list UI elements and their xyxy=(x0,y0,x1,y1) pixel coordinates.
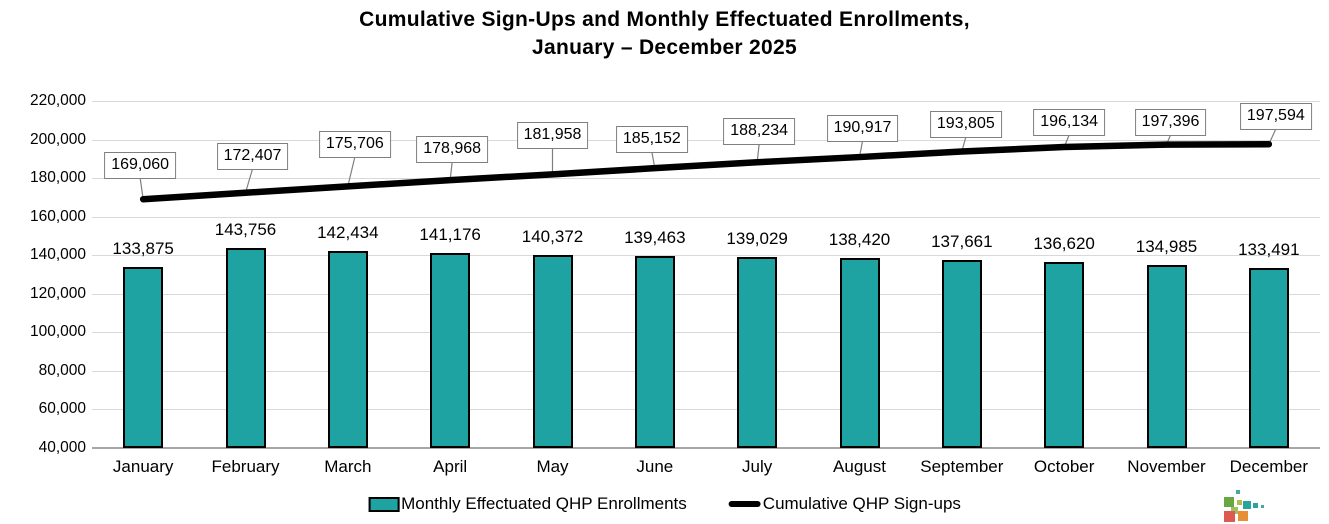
bar-november xyxy=(1146,264,1187,448)
x-axis-tick-label: May xyxy=(536,457,569,476)
line-value-callout: 188,234 xyxy=(723,118,796,145)
chart-title-line2: January – December 2025 xyxy=(532,36,797,60)
gridline xyxy=(92,293,1320,295)
line-value-callout: 175,706 xyxy=(318,131,391,158)
bar-august xyxy=(839,258,880,448)
logo-square xyxy=(1253,503,1258,508)
y-axis-tick-label: 40,000 xyxy=(38,439,86,456)
bar-february xyxy=(225,247,266,448)
bar-june xyxy=(634,256,675,448)
callout-leader-line xyxy=(756,143,760,163)
cumulative-signups-line xyxy=(139,140,1273,203)
logo-square xyxy=(1238,511,1248,521)
y-axis-tick-label: 100,000 xyxy=(29,323,86,341)
bar-may xyxy=(532,254,573,448)
chart-title-line1: Cumulative Sign-Ups and Monthly Effectua… xyxy=(359,8,970,31)
gridline xyxy=(92,101,1320,102)
bar-value-label: 137,661 xyxy=(931,231,993,251)
logo-square xyxy=(1237,500,1242,505)
x-axis-tick-label: January xyxy=(112,457,174,476)
x-axis-tick-label: August xyxy=(833,457,886,476)
line-value-callout: 197,594 xyxy=(1239,103,1312,130)
callout-leader-line xyxy=(244,168,254,193)
legend-item: Monthly Effectuated QHP Enrollments xyxy=(368,494,687,514)
bar-october xyxy=(1044,261,1085,448)
gridline xyxy=(92,178,1320,180)
bar-value-label: 142,434 xyxy=(317,222,379,242)
line-value-callout: 197,396 xyxy=(1134,109,1207,136)
x-axis-tick-label: June xyxy=(636,457,674,476)
chart-title: Cumulative Sign-Ups and Monthly Effectua… xyxy=(0,6,1329,63)
logo-square xyxy=(1243,501,1251,509)
logo-square xyxy=(1261,505,1264,508)
legend: Monthly Effectuated QHP Enrollments Cumul… xyxy=(368,494,961,514)
y-axis-tick-label: 160,000 xyxy=(29,207,86,225)
y-axis-tick-label: 140,000 xyxy=(29,246,86,264)
x-axis-tick-label: July xyxy=(742,457,773,476)
x-axis-tick-label: February xyxy=(211,457,280,476)
gridline xyxy=(92,255,1320,257)
legend-label: Cumulative QHP Sign-ups xyxy=(762,494,961,513)
bar-value-label: 140,372 xyxy=(521,226,584,246)
y-axis-tick-label: 60,000 xyxy=(38,400,86,418)
line-value-callout: 193,805 xyxy=(929,111,1002,138)
x-axis-tick-label: September xyxy=(920,457,1004,476)
logo-square xyxy=(1224,511,1235,522)
bar-september xyxy=(941,259,982,448)
line-value-callout: 196,134 xyxy=(1033,109,1106,136)
line-value-callout: 178,968 xyxy=(416,136,489,163)
callout-leader-line xyxy=(139,177,144,200)
y-axis-tick-label: 180,000 xyxy=(29,169,86,187)
callout-leader-line xyxy=(858,140,864,158)
line-value-callout: 190,917 xyxy=(826,115,899,142)
callout-leader-line xyxy=(651,151,656,169)
gridline xyxy=(92,139,1320,141)
bar-january xyxy=(123,267,164,448)
legend-label: Monthly Effectuated QHP Enrollments xyxy=(401,494,687,513)
y-axis-tick-label: 80,000 xyxy=(38,361,86,379)
callout-leader-line xyxy=(1268,128,1277,145)
bar-value-label: 136,620 xyxy=(1033,233,1095,253)
x-axis-tick-label: April xyxy=(433,457,468,476)
bar-value-label: 143,756 xyxy=(214,219,277,239)
logo-square xyxy=(1224,497,1234,507)
bar-april xyxy=(430,252,471,448)
bar-value-label: 134,985 xyxy=(1135,236,1198,256)
callout-leader-line xyxy=(347,156,356,187)
x-axis-tick-label: December xyxy=(1229,457,1309,476)
y-axis-tick-label: 120,000 xyxy=(29,284,86,302)
bar-december xyxy=(1248,267,1289,448)
x-axis-tick-label: November xyxy=(1127,457,1206,476)
x-axis-tick-label: March xyxy=(324,457,372,476)
logo-square xyxy=(1236,490,1240,494)
bar-value-label: 141,176 xyxy=(419,224,481,244)
legend-swatch-line-icon xyxy=(728,501,761,507)
bar-value-label: 133,491 xyxy=(1238,239,1300,259)
x-axis-line xyxy=(92,447,1320,449)
line-value-callout: 185,152 xyxy=(615,126,688,153)
bar-july xyxy=(737,257,778,448)
callout-leader-line xyxy=(1063,134,1070,148)
bar-value-label: 138,420 xyxy=(828,230,891,250)
line-value-callout: 181,958 xyxy=(516,122,589,149)
bar-value-label: 133,875 xyxy=(112,239,174,259)
y-axis-tick-label: 220,000 xyxy=(29,92,86,109)
logo-square xyxy=(1231,507,1238,514)
line-value-callout: 169,060 xyxy=(104,152,177,179)
gridline xyxy=(92,370,1320,372)
x-axis-tick-label: October xyxy=(1033,457,1095,476)
gridline xyxy=(92,216,1320,218)
bar-value-label: 139,029 xyxy=(726,229,788,249)
legend-item: Cumulative QHP Sign-ups xyxy=(728,494,961,514)
bar-value-label: 139,463 xyxy=(624,228,686,248)
gridline xyxy=(92,409,1320,411)
gridline xyxy=(92,332,1320,334)
legend-swatch-bar-icon xyxy=(368,496,400,512)
line-value-callout: 172,407 xyxy=(216,143,289,170)
bar-march xyxy=(327,250,368,448)
y-axis-tick-label: 200,000 xyxy=(29,130,86,148)
